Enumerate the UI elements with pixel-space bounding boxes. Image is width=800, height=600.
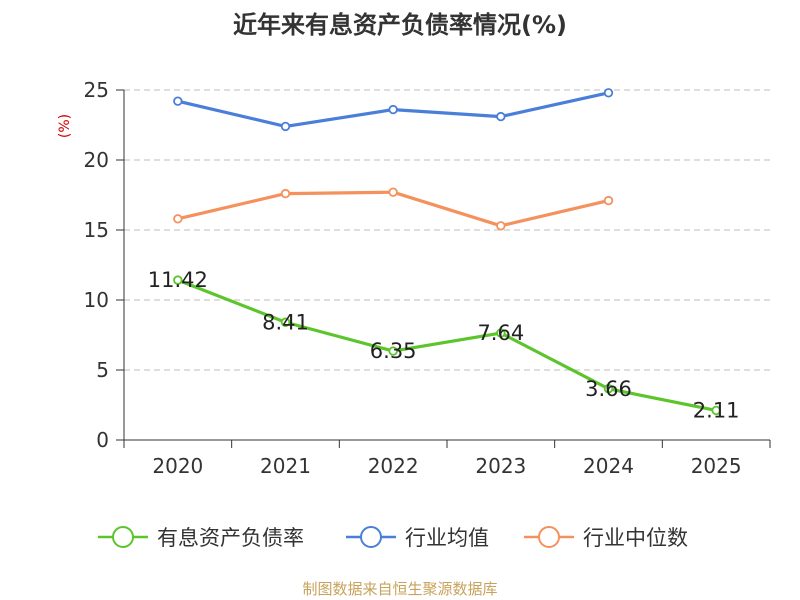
data-point — [388, 104, 398, 115]
data-point — [496, 111, 506, 122]
data-point — [603, 195, 614, 206]
x-tick-label: 2022 — [368, 454, 419, 478]
x-tick-label: 2020 — [152, 454, 203, 478]
legend-marker — [112, 526, 134, 548]
y-tick-label: 20 — [84, 148, 109, 172]
data-point — [603, 88, 614, 98]
legend-label: 行业均值 — [405, 526, 489, 550]
data-label: 8.41 — [262, 310, 309, 334]
data-point — [603, 384, 614, 394]
grid-lines — [124, 89, 770, 371]
series-line-2 — [177, 190, 609, 228]
data-point — [280, 121, 291, 132]
y-axis-label: (%) — [57, 114, 73, 138]
series-group — [173, 88, 721, 416]
legend-marker — [538, 526, 560, 548]
legend: 有息资产负债率 行业均值 行业中位数 — [98, 526, 688, 550]
data-label: 2.11 — [693, 398, 740, 422]
data-point — [496, 221, 506, 231]
data-label: 3.66 — [585, 377, 632, 401]
data-point — [173, 275, 183, 285]
legend-label: 行业中位数 — [583, 526, 688, 550]
source-note: 制图数据来自恒生聚源数据库 — [302, 580, 497, 598]
legend-marker — [360, 526, 382, 548]
data-point — [711, 405, 721, 416]
y-tick-label: 10 — [84, 288, 109, 312]
data-point — [280, 317, 291, 327]
data-point — [173, 96, 183, 106]
x-tick-label: 2021 — [260, 454, 311, 478]
x-tick-label: 2023 — [475, 454, 526, 478]
data-point — [496, 328, 506, 338]
data-labels: 11.42 8.41 6.35 7.64 3.66 2.11 — [148, 268, 740, 422]
data-point — [280, 188, 291, 199]
x-tick-label: 2024 — [583, 454, 634, 478]
data-label: 11.42 — [148, 268, 208, 292]
y-tick-label: 15 — [84, 218, 109, 242]
y-tick-label: 25 — [84, 78, 109, 102]
chart-title: 近年来有息资产负债率情况(%) — [233, 11, 567, 39]
legend-label: 有息资产负债率 — [157, 526, 304, 550]
data-point — [173, 214, 183, 224]
data-label: 7.64 — [477, 321, 524, 345]
y-tick-label: 5 — [96, 358, 109, 382]
series-line-0 — [177, 278, 717, 413]
y-tick-label: 0 — [96, 428, 109, 452]
data-point — [388, 187, 398, 197]
x-tick-label: 2025 — [691, 454, 742, 478]
data-label: 6.35 — [370, 339, 417, 363]
data-point — [388, 346, 398, 356]
